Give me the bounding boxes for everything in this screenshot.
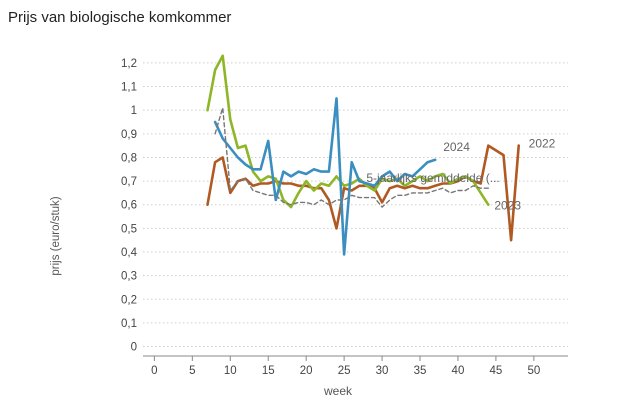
series-line-4: [214, 107, 489, 208]
x-tick-label: 40: [452, 365, 465, 377]
y-tick-label: 0,9: [121, 129, 137, 141]
y-tick-label: 1,2: [121, 58, 137, 70]
y-tick-label: 0,5: [121, 223, 137, 235]
y-tick-label: 0,3: [121, 271, 137, 283]
y-tick-label: 0,8: [121, 152, 137, 164]
x-tick-label: 5: [189, 365, 195, 377]
x-tick-label: 25: [338, 365, 351, 377]
y-tick-label: 0,6: [121, 200, 137, 212]
y-tick-label: 0,4: [121, 247, 138, 259]
x-tick-label: 30: [376, 365, 389, 377]
y-tick-label: 0,7: [121, 176, 137, 188]
x-tick-label: 20: [300, 365, 313, 377]
series-label-2: 2023: [494, 199, 521, 213]
x-tick-label: 10: [224, 365, 237, 377]
x-tick-label: 35: [414, 365, 427, 377]
chart-title: Prijs van biologische komkommer: [8, 9, 232, 26]
x-tick-label: 15: [262, 365, 275, 377]
series-line-2: [206, 54, 490, 209]
series-label-1: 2022: [529, 137, 556, 151]
y-tick-label: 0,1: [121, 318, 137, 330]
y-tick-label: 0,2: [121, 294, 137, 306]
x-tick-label: 50: [527, 365, 540, 377]
series-label-3: 2024: [443, 140, 470, 154]
series-label-4: 5-jaarlijks gemiddelde (...: [366, 171, 499, 185]
x-tick-label: 0: [151, 365, 157, 377]
series-line-1: [206, 144, 521, 242]
y-tick-label: 1,1: [121, 82, 137, 94]
y-tick-label: 0: [131, 342, 137, 354]
y-tick-label: 1: [131, 105, 137, 117]
series-line-3: [213, 97, 437, 256]
x-tick-label: 45: [490, 365, 503, 377]
x-axis-label: week: [324, 384, 353, 398]
